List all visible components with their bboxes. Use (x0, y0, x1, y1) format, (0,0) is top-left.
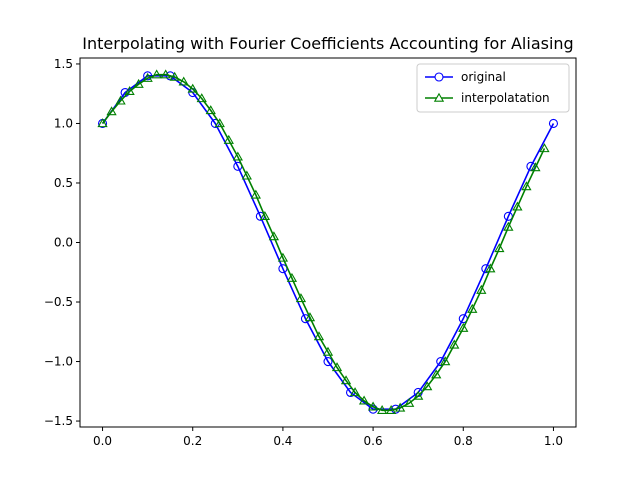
data-point-triangle (106, 106, 117, 116)
data-point-triangle (124, 86, 135, 96)
y-tick-label: 1.5 (54, 57, 73, 71)
data-point-triangle (115, 95, 126, 105)
data-point-triangle (277, 252, 289, 262)
data-point-triangle (142, 72, 153, 82)
data-point-triangle (322, 346, 334, 356)
data-point-triangle (449, 339, 460, 349)
data-point-triangle (503, 221, 514, 231)
data-point-circle (323, 356, 333, 367)
x-tick-label: 1.0 (544, 434, 563, 448)
data-point-triangle (223, 134, 234, 144)
y-tick-label: 1.0 (54, 116, 73, 130)
data-point-triangle (404, 397, 415, 407)
data-point-triangle (151, 69, 162, 79)
data-point-triangle (196, 93, 207, 103)
x-tick-label: 0.4 (273, 434, 292, 448)
y-tick-label: −1.0 (44, 355, 73, 369)
y-tick-label: 0.5 (54, 176, 73, 190)
legend: original interpolatation (416, 63, 570, 113)
data-point-triangle (367, 401, 379, 411)
data-point-triangle (250, 189, 262, 199)
data-point-triangle (349, 387, 361, 397)
y-tick-label: 0.0 (54, 236, 73, 250)
legend-marker-triangle (433, 92, 445, 102)
legend-label: interpolatation (461, 91, 550, 105)
data-point-circle (548, 118, 559, 129)
legend-item: original (425, 70, 506, 84)
data-point-triangle (485, 263, 496, 273)
data-point-triangle (376, 405, 388, 415)
data-point-triangle (295, 293, 307, 303)
data-point-triangle (331, 362, 343, 372)
data-point-triangle (467, 303, 478, 313)
y-tick-label: −0.5 (44, 295, 73, 309)
data-point-triangle (358, 395, 370, 405)
series-interpolation (97, 69, 550, 415)
data-point-triangle (512, 201, 523, 211)
x-tick-label: 0.0 (93, 434, 112, 448)
data-point-triangle (241, 170, 252, 180)
data-point-triangle (313, 331, 325, 341)
data-point-triangle (187, 83, 198, 93)
data-point-triangle (476, 284, 487, 294)
data-point-triangle (539, 143, 550, 153)
data-point-triangle (232, 151, 243, 161)
data-point-triangle (214, 118, 225, 128)
data-point-triangle (530, 162, 541, 172)
legend-item: interpolatation (425, 91, 550, 105)
plot-axes: 0.0 0.2 0.4 0.6 0.8 1.0 −1.5 −1.0 −0.5 0.0 0.5 1.0 1… (44, 57, 577, 448)
data-point-triangle (97, 118, 108, 128)
data-point-triangle (340, 375, 352, 385)
data-point-triangle (413, 390, 424, 400)
data-point-triangle (268, 231, 280, 241)
data-point-triangle (458, 322, 469, 332)
data-point-triangle (385, 405, 397, 415)
data-point-triangle (160, 69, 171, 79)
data-point-triangle (133, 78, 144, 88)
data-point-triangle (521, 181, 532, 191)
data-point-triangle (422, 381, 433, 391)
legend-label: original (461, 70, 506, 84)
data-point-triangle (259, 211, 271, 221)
y-tick-label: −1.5 (44, 414, 73, 428)
data-point-triangle (304, 312, 316, 322)
series-line (101, 75, 555, 410)
data-point-triangle (205, 105, 216, 115)
x-tick-label: 0.2 (183, 434, 202, 448)
legend-marker-circle (434, 72, 444, 82)
legend-box (416, 63, 570, 113)
x-tick-label: 0.6 (364, 434, 383, 448)
data-point-triangle (169, 71, 180, 81)
data-point-circle (300, 314, 311, 324)
data-point-triangle (394, 402, 406, 412)
data-point-triangle (286, 272, 298, 282)
series-layer (97, 69, 559, 415)
data-point-triangle (431, 369, 442, 379)
x-tick-label: 0.8 (454, 434, 473, 448)
data-point-triangle (494, 243, 505, 253)
data-point-triangle (440, 356, 451, 366)
data-point-triangle (178, 76, 189, 86)
chart-title: Interpolating with Fourier Coefficients … (82, 34, 573, 53)
